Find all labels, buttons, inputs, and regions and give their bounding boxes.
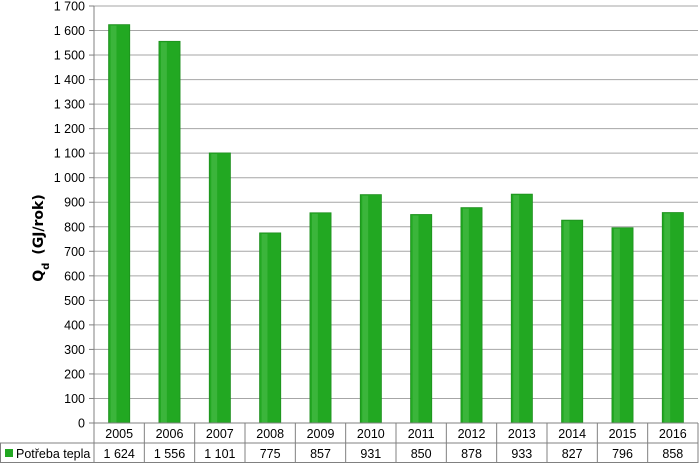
y-axis-label: Qd (GJ/rok) bbox=[31, 194, 52, 282]
y-tick-label: 800 bbox=[64, 220, 85, 234]
bar-2012 bbox=[460, 207, 483, 424]
data-table-value: 1 556 bbox=[154, 447, 185, 461]
data-table: 2005 1 624 2006 1 556 2007 1 101 2008 775 2009 85… bbox=[0, 422, 699, 463]
y-tick-label: 900 bbox=[64, 196, 85, 210]
category-label: 2012 bbox=[458, 427, 486, 441]
category-label: 2009 bbox=[307, 427, 335, 441]
category-label: 2015 bbox=[609, 427, 637, 441]
category-label: 2005 bbox=[105, 427, 133, 441]
category-label: 2014 bbox=[558, 427, 586, 441]
bar-highlight bbox=[513, 195, 520, 423]
y-tick-label: 1 100 bbox=[54, 147, 85, 161]
bar-2008 bbox=[259, 232, 282, 424]
data-table-value: 850 bbox=[411, 447, 432, 461]
category-label: 2006 bbox=[156, 427, 184, 441]
bar-highlight bbox=[563, 221, 570, 423]
data-table-value: 931 bbox=[360, 447, 381, 461]
bar-2013 bbox=[510, 193, 533, 424]
y-tick-label: 1 200 bbox=[54, 122, 85, 136]
y-tick-label: 400 bbox=[64, 318, 85, 332]
bar-2011 bbox=[410, 214, 433, 424]
gridlines bbox=[94, 5, 698, 424]
bar-highlight bbox=[462, 208, 469, 423]
y-tick-label: 1 300 bbox=[54, 98, 85, 112]
y-axis-ticks: 0 100 200 300 400 500 600 700 800 900 1 000 1 100 1 … bbox=[54, 0, 94, 431]
bar-highlight bbox=[110, 25, 117, 423]
y-tick-label: 1 400 bbox=[54, 73, 85, 87]
bar-highlight bbox=[160, 42, 167, 423]
bar-highlight bbox=[613, 228, 620, 423]
bar-2014 bbox=[561, 219, 584, 424]
bars bbox=[108, 24, 684, 424]
bar-2010 bbox=[359, 194, 382, 424]
y-tick-label: 1 000 bbox=[54, 171, 85, 185]
category-label: 2007 bbox=[206, 427, 234, 441]
bar-highlight bbox=[311, 213, 318, 423]
y-tick-label: 100 bbox=[64, 392, 85, 406]
bar-highlight bbox=[211, 153, 218, 423]
data-table-value: 878 bbox=[461, 447, 482, 461]
y-tick-label: 500 bbox=[64, 294, 85, 308]
y-tick-label: 1 600 bbox=[54, 24, 85, 38]
y-tick-label: 700 bbox=[64, 245, 85, 259]
category-label: 2011 bbox=[408, 427, 435, 441]
category-label: 2010 bbox=[357, 427, 385, 441]
bar-2009 bbox=[309, 212, 332, 424]
y-tick-label: 0 bbox=[78, 417, 85, 431]
y-axis-label-sub: d bbox=[41, 263, 52, 270]
y-axis-label-main: Q bbox=[31, 270, 47, 282]
legend-label: Potřeba tepla bbox=[16, 447, 90, 461]
data-table-value: 775 bbox=[260, 447, 281, 461]
bar-2015 bbox=[611, 227, 634, 424]
y-tick-label: 1 700 bbox=[54, 0, 85, 14]
y-tick-label: 300 bbox=[64, 343, 85, 357]
bar-2006 bbox=[158, 40, 181, 424]
category-label: 2016 bbox=[659, 427, 687, 441]
category-label: 2013 bbox=[508, 427, 536, 441]
bar-highlight bbox=[664, 213, 671, 423]
y-tick-label: 200 bbox=[64, 367, 85, 381]
legend-swatch bbox=[5, 449, 13, 457]
data-table-value: 933 bbox=[511, 447, 532, 461]
bar-highlight bbox=[412, 215, 419, 423]
bar-highlight bbox=[362, 195, 369, 423]
data-table-value: 1 624 bbox=[104, 447, 135, 461]
y-axis-label-unit: (GJ/rok) bbox=[31, 194, 47, 254]
y-tick-label: 1 500 bbox=[54, 49, 85, 63]
category-label: 2008 bbox=[256, 427, 284, 441]
data-table-value: 857 bbox=[310, 447, 331, 461]
data-table-value: 827 bbox=[562, 447, 583, 461]
data-table-value: 858 bbox=[662, 447, 683, 461]
bar-2016 bbox=[661, 212, 684, 424]
data-table-value: 1 101 bbox=[204, 447, 235, 461]
bar-2007 bbox=[208, 152, 231, 424]
data-table-value: 796 bbox=[612, 447, 633, 461]
bar-2005 bbox=[108, 24, 131, 424]
bar-highlight bbox=[261, 233, 268, 423]
y-tick-label: 600 bbox=[64, 269, 85, 283]
